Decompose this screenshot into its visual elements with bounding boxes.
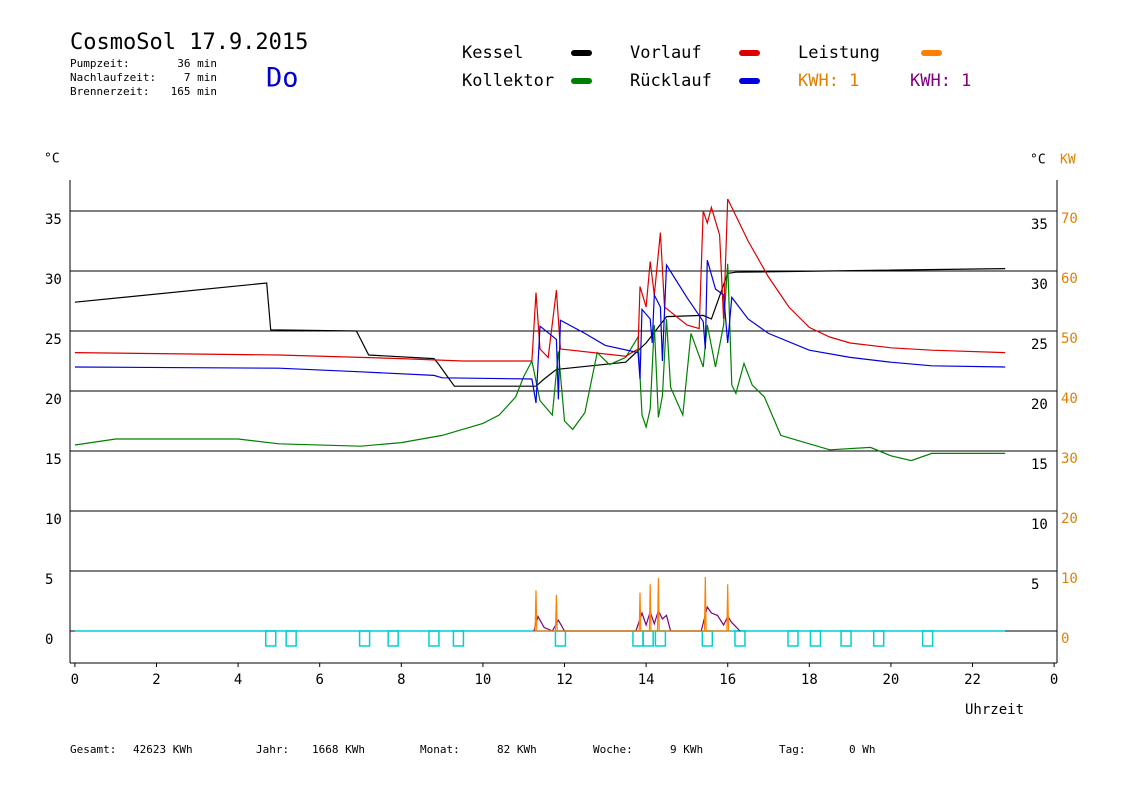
pump-marker — [358, 630, 371, 647]
y2-axis-label: KW — [1060, 153, 1076, 168]
y-right-axis-label: °C — [1030, 153, 1046, 168]
y-right-tick-label: 5 — [1031, 577, 1039, 593]
y2-tick-label: 70 — [1061, 211, 1078, 227]
y-tick-label: 35 — [45, 212, 62, 228]
footer-label: Woche: — [593, 743, 633, 756]
x-tick-label: 4 — [234, 672, 242, 688]
pump-marker — [701, 630, 714, 647]
footer-value: 9 KWh — [670, 743, 703, 756]
legend-label: Kollektor — [462, 71, 554, 91]
y-right-tick-label: 30 — [1031, 277, 1048, 293]
y2-tick-label: 10 — [1061, 571, 1078, 587]
footer-label: Gesamt: — [70, 743, 116, 756]
x-tick-label: 14 — [638, 672, 655, 688]
y2-tick-label: 60 — [1061, 271, 1078, 287]
stat-value: 165 min — [171, 85, 217, 98]
y-right-tick-label: 15 — [1031, 457, 1048, 473]
legend-label: Leistung — [798, 43, 880, 63]
footer-value: 82 KWh — [497, 743, 537, 756]
y-tick-label: 15 — [45, 452, 62, 468]
legend-label: Kessel — [462, 43, 523, 63]
footer-label: Monat: — [420, 743, 460, 756]
x-tick-label: 8 — [397, 672, 405, 688]
y-tick-label: 20 — [45, 392, 62, 408]
series-line — [74, 263, 1006, 462]
y-right-tick-label: 25 — [1031, 337, 1048, 353]
x-tick-label: 16 — [719, 672, 736, 688]
weekday: Do — [266, 63, 299, 94]
y-right-tick-label: 20 — [1031, 397, 1048, 413]
pump-marker — [452, 630, 465, 647]
series-line — [534, 576, 730, 632]
x-tick-label: 0 — [71, 672, 79, 688]
pump-marker — [428, 630, 440, 647]
x-tick-label: 0 — [1050, 672, 1058, 688]
footer-value: 1668 KWh — [312, 743, 365, 756]
y-right-tick-label: 35 — [1031, 217, 1048, 233]
stat-label: Nachlaufzeit: — [70, 71, 156, 84]
y2-tick-label: 50 — [1061, 331, 1078, 347]
legend-label: Rücklauf — [630, 71, 712, 91]
pump-marker — [654, 630, 667, 647]
footer-value: 42623 KWh — [133, 743, 193, 756]
footer-label: Tag: — [779, 743, 806, 756]
legend-note: KWH: 1 — [798, 71, 859, 91]
legend-label: Vorlauf — [630, 43, 702, 63]
x-tick-label: 18 — [801, 672, 818, 688]
series-line — [74, 260, 1006, 404]
pump-marker — [642, 630, 654, 647]
pump-marker — [734, 630, 746, 647]
y2-tick-label: 20 — [1061, 511, 1078, 527]
x-tick-label: 6 — [315, 672, 323, 688]
series-line — [74, 268, 1006, 387]
legend-note: KWH: 1 — [910, 71, 971, 91]
pump-marker — [787, 630, 799, 647]
footer-value: 0 Wh — [849, 743, 876, 756]
y2-tick-label: 0 — [1061, 631, 1069, 647]
y-tick-label: 5 — [45, 572, 53, 588]
stat-label: Brennerzeit: — [70, 85, 149, 98]
pump-marker — [387, 630, 399, 647]
pump-marker — [809, 630, 822, 647]
pump-marker — [872, 630, 885, 647]
y-tick-label: 25 — [45, 332, 62, 348]
y2-tick-label: 30 — [1061, 451, 1078, 467]
pump-marker — [921, 630, 934, 647]
x-tick-label: 12 — [556, 672, 573, 688]
y-tick-label: 30 — [45, 272, 62, 288]
pump-marker — [840, 630, 852, 647]
pump-marker — [632, 630, 644, 647]
x-tick-label: 10 — [474, 672, 491, 688]
x-tick-label: 2 — [152, 672, 160, 688]
x-tick-label: 22 — [964, 672, 981, 688]
pump-marker — [264, 630, 277, 647]
pump-marker — [285, 630, 297, 647]
kwh-line — [533, 605, 741, 632]
y-tick-label: 10 — [45, 512, 62, 528]
stat-label: Pumpzeit: — [70, 57, 130, 70]
y-right-tick-label: 10 — [1031, 517, 1048, 533]
x-axis-label: Uhrzeit — [965, 702, 1024, 718]
pump-marker — [554, 630, 567, 647]
y-tick-label: 0 — [45, 632, 53, 648]
y-axis-label: °C — [44, 152, 60, 167]
footer-label: Jahr: — [256, 743, 289, 756]
chart-title: CosmoSol 17.9.2015 — [70, 30, 308, 55]
x-tick-label: 20 — [883, 672, 900, 688]
y2-tick-label: 40 — [1061, 391, 1078, 407]
stat-value: 7 min — [184, 71, 217, 84]
stat-value: 36 min — [177, 57, 217, 70]
